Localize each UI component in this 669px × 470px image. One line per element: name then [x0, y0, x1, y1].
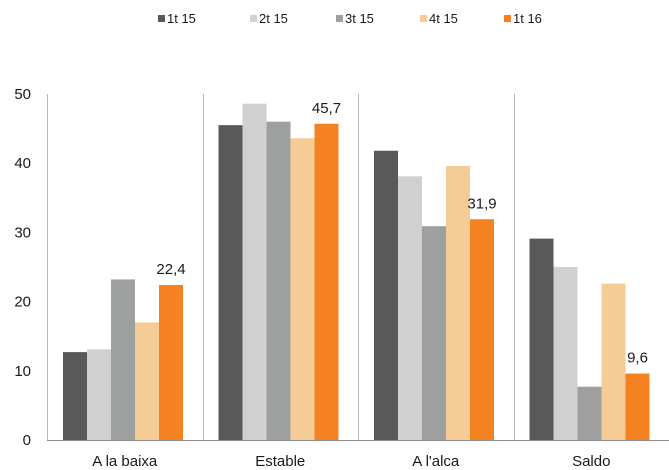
chart-legend: 1t 15 2t 15 3t 15 4t 15 1t 16 — [158, 11, 542, 26]
data-label: 9,6 — [627, 350, 648, 367]
category-label: Saldo — [572, 453, 610, 470]
bars — [63, 103, 650, 441]
bar — [422, 226, 446, 440]
bar — [266, 121, 291, 441]
legend-swatch — [250, 15, 257, 22]
category-label: A la baixa — [92, 453, 158, 470]
y-tick-label: 30 — [14, 224, 31, 241]
y-tick-label: 40 — [14, 155, 31, 172]
legend-item: 3t 15 — [336, 11, 374, 26]
data-label: 22,4 — [156, 261, 185, 278]
y-axis: 0 10 20 30 40 50 — [14, 86, 31, 449]
bar — [577, 386, 602, 440]
legend-label: 1t 16 — [513, 11, 542, 26]
bar — [111, 279, 135, 440]
data-labels: 22,4 45,7 31,9 9,6 — [156, 100, 648, 367]
legend-swatch — [420, 15, 427, 22]
y-tick-label: 0 — [23, 432, 31, 449]
bar — [398, 176, 422, 440]
legend-swatch — [504, 15, 511, 22]
y-tick-label: 20 — [14, 294, 31, 311]
bar — [314, 123, 339, 441]
bar — [553, 267, 578, 440]
legend-label: 4t 15 — [429, 11, 458, 26]
legend-item: 2t 15 — [250, 11, 288, 26]
x-axis: A la baixa Estable A l'alca Saldo — [47, 440, 669, 470]
bar — [470, 219, 494, 440]
legend-item: 4t 15 — [420, 11, 458, 26]
bar — [446, 165, 470, 440]
category-label: A l'alca — [412, 453, 460, 470]
bar — [218, 125, 243, 440]
legend-item: 1t 16 — [504, 11, 542, 26]
data-label: 45,7 — [312, 100, 341, 117]
legend-label: 3t 15 — [345, 11, 374, 26]
bar — [374, 150, 398, 440]
y-tick-label: 10 — [14, 363, 31, 380]
legend-swatch — [336, 15, 343, 22]
bar — [242, 103, 267, 441]
bar — [87, 349, 111, 440]
bar — [601, 283, 626, 440]
bar — [625, 373, 650, 440]
data-label: 31,9 — [467, 195, 496, 212]
category-label: Estable — [255, 453, 305, 470]
bar — [159, 284, 183, 440]
legend-item: 1t 15 — [158, 11, 196, 26]
category-separators — [47, 94, 515, 440]
bar — [529, 238, 554, 440]
y-tick-label: 50 — [14, 86, 31, 103]
legend-label: 1t 15 — [167, 11, 196, 26]
bar — [135, 322, 159, 440]
bar — [290, 138, 315, 440]
bar — [63, 352, 87, 440]
legend-label: 2t 15 — [259, 11, 288, 26]
legend-swatch — [158, 15, 165, 22]
